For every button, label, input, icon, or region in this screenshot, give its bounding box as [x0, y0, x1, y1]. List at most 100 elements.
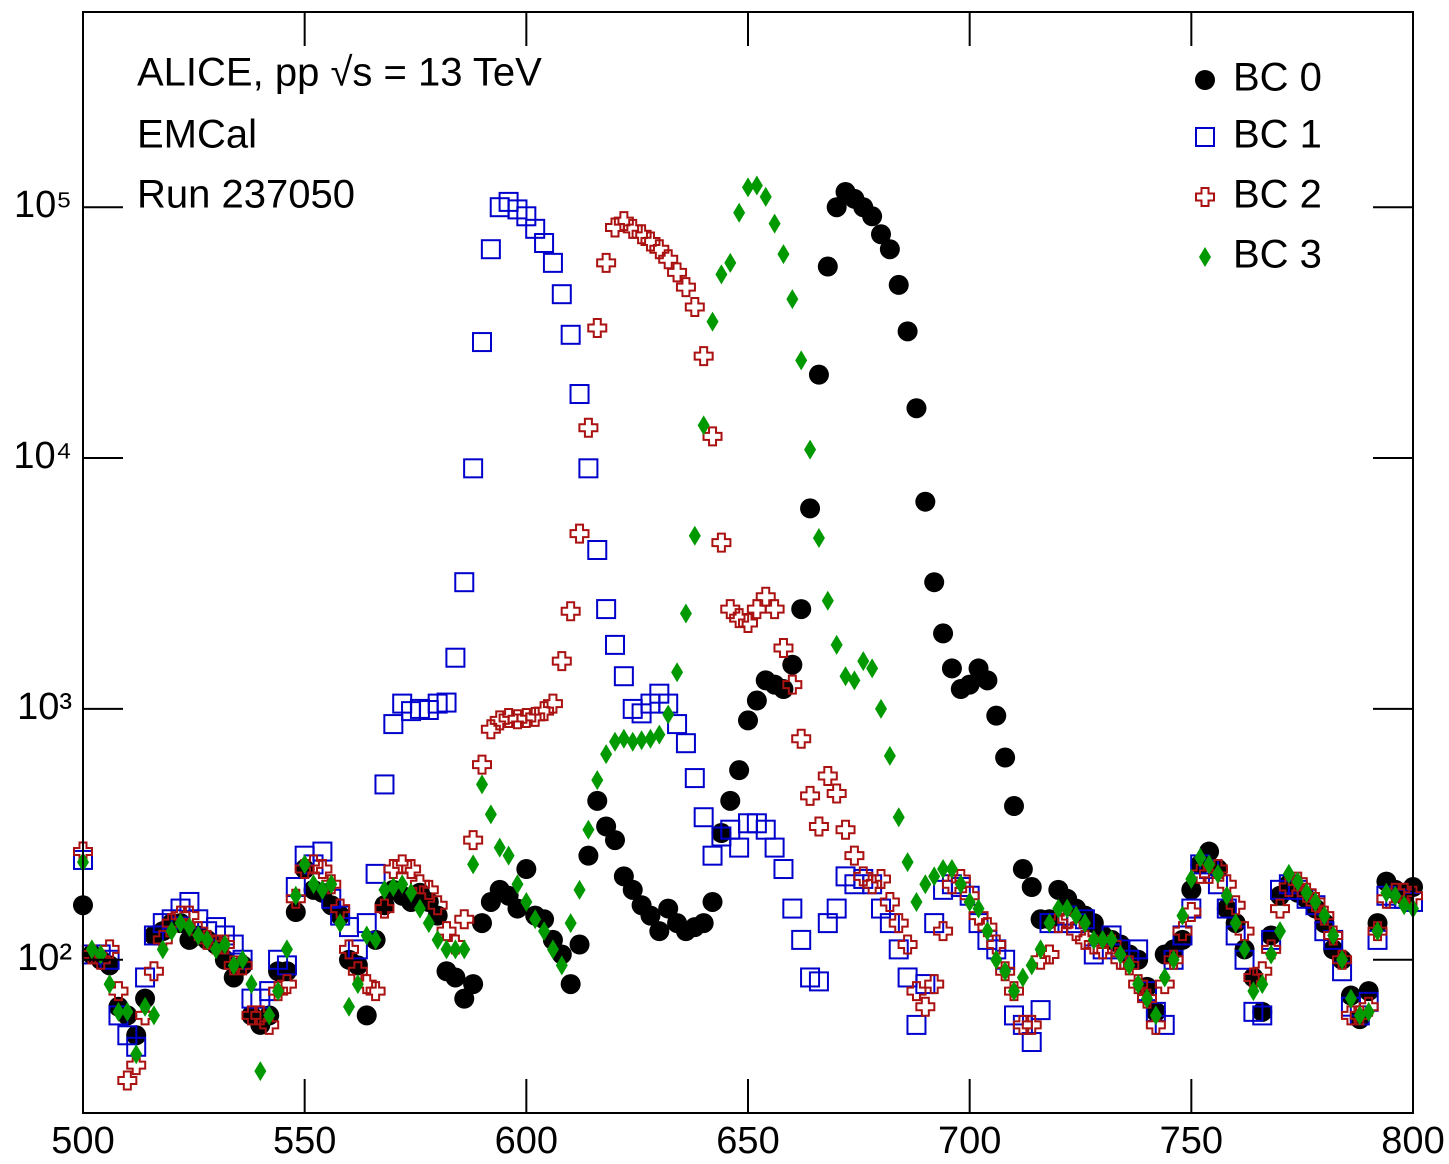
- marker: [862, 874, 883, 895]
- marker: [1380, 882, 1393, 903]
- marker: [800, 498, 821, 519]
- marker: [289, 885, 302, 906]
- marker: [626, 731, 639, 752]
- marker: [759, 186, 772, 207]
- marker: [1194, 847, 1207, 868]
- marker: [800, 785, 821, 806]
- marker: [103, 974, 116, 995]
- marker: [516, 707, 537, 728]
- marker: [1389, 885, 1402, 906]
- marker: [764, 837, 785, 858]
- marker: [990, 949, 1003, 970]
- marker: [1203, 854, 1216, 875]
- marker: [945, 859, 958, 880]
- marker: [489, 710, 510, 731]
- marker: [821, 590, 834, 611]
- marker: [644, 728, 657, 749]
- legend-label: BC 2: [1233, 173, 1322, 217]
- x-tick-label: 800: [1381, 1120, 1444, 1162]
- y-tick-label: 10⁴: [13, 435, 72, 477]
- marker: [472, 754, 492, 775]
- marker: [596, 599, 617, 620]
- marker: [817, 766, 838, 787]
- marker: [791, 929, 812, 950]
- marker: [817, 256, 838, 277]
- marker: [631, 224, 652, 245]
- marker: [312, 859, 333, 880]
- marker: [702, 891, 723, 912]
- legend-label: BC 1: [1233, 113, 1322, 157]
- marker: [143, 961, 164, 982]
- marker: [702, 845, 723, 866]
- marker: [768, 213, 781, 234]
- marker: [1220, 885, 1233, 906]
- marker: [986, 705, 1007, 726]
- marker: [1158, 967, 1171, 988]
- marker: [622, 879, 643, 900]
- marker: [516, 859, 537, 880]
- marker: [1265, 944, 1278, 965]
- marker: [729, 760, 750, 781]
- x-tick-label: 650: [716, 1120, 779, 1162]
- marker: [480, 239, 501, 260]
- marker: [1318, 905, 1331, 926]
- marker: [1016, 967, 1029, 988]
- marker: [436, 692, 457, 713]
- marker: [383, 859, 404, 880]
- marker: [879, 891, 900, 912]
- marker: [1145, 1014, 1166, 1035]
- marker: [454, 909, 475, 930]
- marker: [839, 666, 852, 687]
- marker: [791, 728, 812, 749]
- marker: [560, 324, 581, 345]
- marker: [1353, 1005, 1366, 1026]
- marker: [1291, 871, 1304, 892]
- marker: [1132, 974, 1145, 995]
- marker: [334, 913, 347, 934]
- marker: [1199, 863, 1220, 884]
- marker: [871, 224, 891, 245]
- marker: [897, 321, 918, 342]
- marker: [999, 961, 1012, 982]
- marker: [325, 874, 338, 895]
- marker: [924, 974, 945, 995]
- marker: [986, 934, 1007, 955]
- marker: [808, 364, 829, 385]
- marker: [640, 231, 661, 252]
- marker: [396, 874, 409, 895]
- marker: [285, 902, 306, 923]
- marker: [1004, 796, 1024, 817]
- marker: [1176, 905, 1189, 926]
- marker: [954, 874, 967, 895]
- marker: [883, 745, 896, 766]
- marker: [773, 637, 794, 658]
- marker: [454, 572, 475, 593]
- marker: [112, 1001, 125, 1022]
- marker: [826, 197, 847, 218]
- marker: [401, 859, 422, 880]
- x-tick-label: 750: [1160, 1120, 1223, 1162]
- marker: [578, 417, 599, 438]
- marker: [706, 311, 719, 332]
- marker: [617, 728, 630, 749]
- marker: [356, 1005, 377, 1026]
- marker: [330, 898, 351, 919]
- marker: [1167, 949, 1180, 970]
- marker: [405, 882, 418, 903]
- marker: [250, 1005, 271, 1026]
- marker: [339, 939, 359, 960]
- marker: [463, 458, 484, 479]
- marker: [888, 913, 909, 934]
- marker: [463, 830, 484, 851]
- annotation: Run 237050: [137, 173, 355, 217]
- marker: [445, 967, 466, 988]
- marker: [316, 879, 329, 900]
- legend-entry: BC 2: [1195, 173, 1322, 217]
- marker: [280, 939, 293, 960]
- marker: [1282, 863, 1295, 884]
- legend-entry: BC 3: [1199, 233, 1322, 277]
- marker: [995, 747, 1016, 768]
- marker: [347, 955, 368, 976]
- marker: [720, 790, 741, 811]
- marker: [578, 845, 599, 866]
